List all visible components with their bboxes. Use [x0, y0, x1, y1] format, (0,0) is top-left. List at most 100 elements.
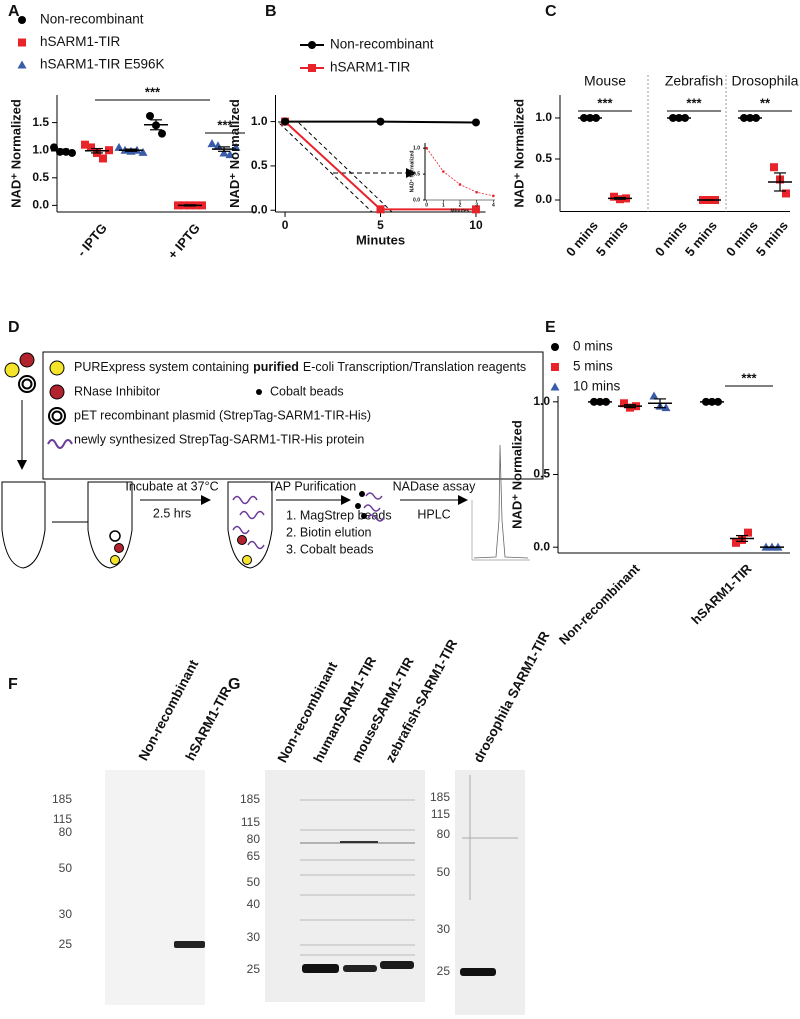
inset-x-tick-label: 4 [492, 202, 495, 208]
y-tick-label: 0.0 [32, 198, 49, 212]
icon-protein [232, 495, 265, 550]
marker-label: 25 [59, 937, 73, 951]
diagram-d: D PURExpress system containing purified E-… [1, 319, 544, 569]
icon-rnase [114, 543, 124, 553]
significance-label: *** [145, 84, 161, 99]
y-axis-label: NAD⁺ Normalized [509, 420, 524, 529]
inset-point [442, 170, 445, 173]
icon-rnase [49, 384, 65, 400]
legend-marker [551, 363, 559, 371]
x-tick-label: - IPTG [74, 220, 110, 259]
data-point [50, 143, 58, 152]
significance-label: *** [597, 95, 613, 110]
legend-marker [17, 60, 27, 69]
icon-plasmid [109, 530, 121, 542]
step-text: HPLC [417, 507, 450, 521]
significance-label: ** [760, 95, 771, 110]
legend-text: PURExpress system containing purified E-co… [74, 360, 526, 374]
data-point [471, 205, 480, 214]
arrow-head [17, 460, 27, 470]
gel [105, 770, 205, 1005]
tube [227, 481, 273, 569]
y-tick-label: 0.5 [251, 158, 268, 172]
x-tick-label: 0 mins [723, 218, 761, 259]
legend-label: 10 mins [573, 379, 621, 394]
marker-label: 25 [247, 962, 261, 976]
gel-bands-faint [300, 799, 415, 956]
icon-rnase [237, 535, 247, 545]
legend-marker [550, 382, 560, 391]
x-tick-label: 5 mins [593, 218, 631, 259]
legend-marker [308, 41, 316, 49]
icon-plasmid [48, 407, 66, 425]
data-point [281, 117, 290, 126]
inset-point [425, 146, 428, 150]
tube [1, 481, 46, 569]
legend-marker [18, 16, 26, 24]
marker-label: 65 [247, 849, 261, 863]
x-tick-label: 0 mins [563, 218, 601, 259]
legend-text-bold: purified [253, 360, 299, 374]
panel-label: D [8, 319, 20, 336]
hplc-axes [471, 500, 530, 561]
marker-label: 50 [437, 865, 451, 879]
gel [455, 770, 525, 1015]
marker-label: 80 [437, 827, 451, 841]
gel-band [343, 965, 377, 972]
marker-label: 50 [247, 875, 261, 889]
data-point [770, 163, 778, 172]
legend-label: Non-recombinant [330, 37, 434, 52]
legend-text: RNase Inhibitor [74, 384, 160, 398]
y-axis-label: NAD⁺ Normalized [227, 99, 242, 208]
marker-label: 30 [247, 930, 261, 944]
significance-label: *** [741, 370, 757, 385]
arrow-head [406, 168, 416, 178]
inset-y-label: NAD⁺ Normalized [409, 151, 415, 193]
step-text: TAP Purification [268, 479, 357, 493]
data-point [146, 111, 154, 120]
x-tick-label: Non-recombinant [556, 560, 643, 647]
inset-point [492, 194, 495, 198]
marker-label: 25 [437, 964, 451, 978]
icon-reagent [4, 362, 20, 378]
legend-label: 0 mins [573, 339, 613, 354]
data-point [99, 154, 107, 163]
group-label: Mouse [584, 73, 626, 89]
marker-label: 185 [430, 790, 450, 804]
marker-label: 185 [52, 792, 72, 806]
x-tick-label: + IPTG [165, 220, 203, 261]
y-tick-label: 0.0 [251, 202, 268, 216]
marker-label: 80 [247, 832, 261, 846]
group-label: Drosophila [732, 73, 799, 89]
panel-label: A [8, 3, 20, 20]
y-axis-label: NAD⁺ Normalized [511, 99, 526, 208]
data-point [732, 538, 740, 547]
step-text: 2. Biotin elution [286, 525, 372, 539]
y-tick-label: 1.0 [251, 114, 268, 128]
data-point [782, 189, 790, 198]
marker-label: 30 [59, 907, 73, 921]
lane-label: hSARM1-TIR [183, 684, 235, 763]
data-point [744, 528, 752, 537]
legend-text: newly synthesized StrepTag-SARM1-TIR-His… [74, 432, 364, 446]
marker-label: 115 [241, 815, 260, 829]
gel-band [380, 961, 414, 969]
icon-rnase [19, 352, 35, 368]
gel-band [302, 964, 339, 973]
y-tick-label: 0.0 [413, 197, 420, 203]
legend-text: E-coli Transcription/Translation reagent… [303, 360, 526, 374]
icon-reagent [110, 555, 120, 565]
arrow-head [201, 495, 211, 505]
marker-label: 185 [240, 792, 260, 806]
significance-label: *** [686, 95, 702, 110]
data-point [610, 192, 618, 201]
marker-label: 115 [431, 807, 450, 821]
step-text: NADase assay [393, 479, 476, 493]
icon-protein [47, 439, 73, 449]
data-point [219, 148, 229, 157]
data-point [158, 129, 166, 138]
inset-point [475, 190, 478, 194]
legend-text: pET recombinant plasmid (StrepTag-SARM1-… [74, 408, 371, 422]
legend-label: hSARM1-TIR [40, 34, 121, 49]
